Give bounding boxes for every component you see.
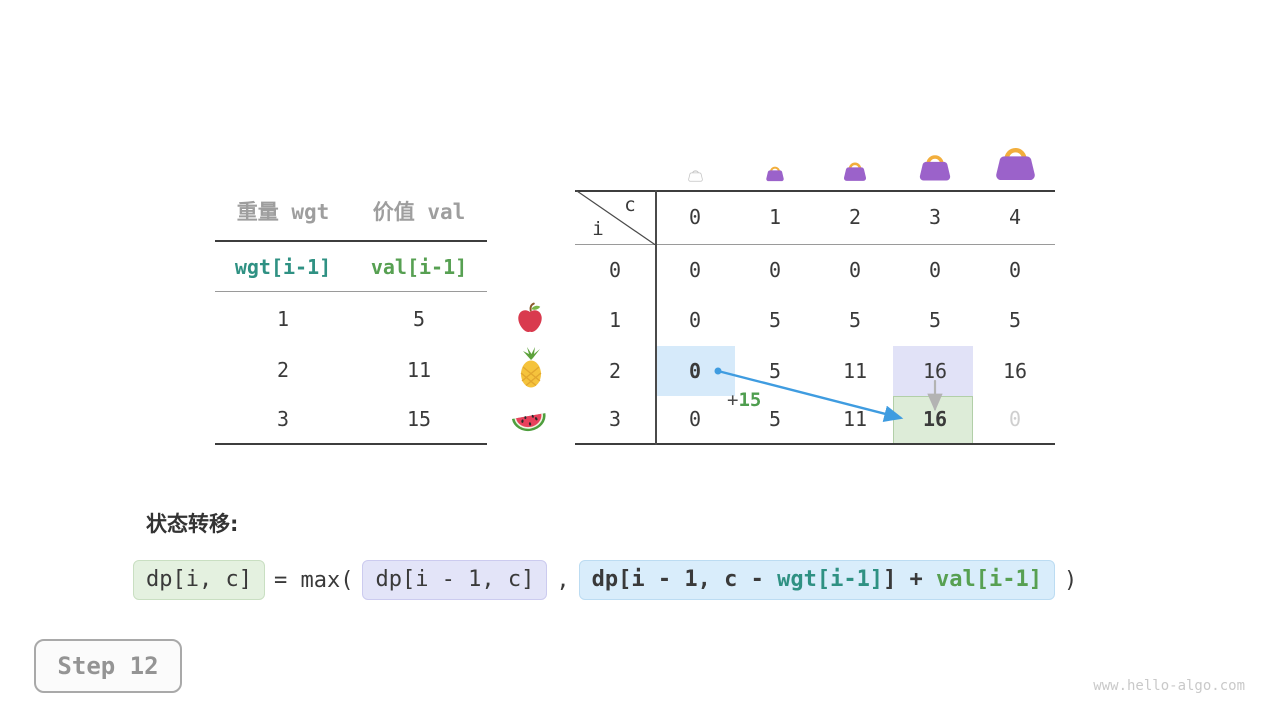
plus-sign: + — [727, 389, 739, 411]
dp-cell: 0 — [688, 258, 702, 282]
dp-table: c i 0 1 2 3 4 0 0 0 0 0 0 1 0 5 5 5 5 — [575, 190, 1055, 447]
option2-prefix: dp[i - 1, c - — [591, 567, 778, 592]
dp-cell: 0 — [1008, 258, 1022, 282]
bag-large-icon — [895, 118, 975, 186]
dp-cell: 0 — [688, 407, 702, 431]
added-value: 15 — [738, 389, 762, 411]
dp-cell-highlight-compare — [893, 346, 973, 396]
capacity-bags-row — [575, 118, 1055, 186]
bag-xlarge-icon — [975, 118, 1055, 186]
bag-small-icon — [735, 118, 815, 186]
dp-table-bottom-border — [575, 443, 1055, 445]
item-3-value: 15 — [406, 407, 432, 431]
items-table-header: 重量 wgt 价值 val — [215, 190, 487, 240]
dp-cell-target: 16 — [922, 407, 948, 431]
dp-cell-pending: 0 — [1008, 407, 1022, 431]
dp-cell: 5 — [848, 308, 862, 332]
dp-cell: 16 — [1002, 359, 1028, 383]
item-row-1: 1 5 — [215, 294, 487, 344]
dp-cell: 5 — [928, 308, 942, 332]
corner-diagonal-line — [575, 190, 656, 245]
bag-slot-label — [575, 118, 655, 186]
formula-comma: , — [556, 567, 570, 593]
value-column-header: 价值 val — [372, 200, 466, 224]
bag-medium-icon — [815, 118, 895, 186]
formula-lhs-chip: dp[i, c] — [133, 560, 265, 600]
dp-cell: 11 — [842, 407, 868, 431]
wgt-formula-cell: wgt[i-1] — [234, 255, 332, 279]
dp-header-row: 0 1 2 3 4 — [575, 190, 1055, 245]
step-label: Step 12 — [57, 652, 159, 680]
weight-column-header: 重量 wgt — [236, 200, 330, 224]
apple-icon — [514, 301, 546, 334]
step-badge: Step 12 — [34, 639, 182, 693]
item-row-2: 2 11 — [215, 344, 487, 396]
item-row-3: 3 15 — [215, 396, 487, 443]
item-2-weight: 2 — [276, 358, 290, 382]
dp-table-header-divider — [575, 244, 1055, 245]
dp-table-label-divider — [655, 190, 657, 445]
items-table-formula-row: wgt[i-1] val[i-1] — [215, 244, 487, 290]
dp-row-header: 0 — [608, 258, 622, 282]
formula-close-paren: ) — [1064, 567, 1078, 593]
dp-cell-source: 0 — [688, 359, 702, 383]
corner-spacer — [575, 190, 655, 245]
dp-cell: 0 — [688, 308, 702, 332]
formula-option1-chip: dp[i - 1, c] — [362, 560, 548, 600]
option2-val-term: val[i-1] — [936, 567, 1043, 592]
dp-col-header: 0 — [688, 205, 702, 229]
transition-value-label: +15 — [727, 388, 761, 412]
option2-mid: ] + — [883, 567, 937, 592]
bag-empty-icon — [655, 118, 735, 186]
dp-row-header: 2 — [608, 359, 622, 383]
dp-row-1: 1 0 5 5 5 5 — [575, 295, 1055, 346]
pineapple-icon — [516, 346, 546, 389]
dp-cell: 5 — [1008, 308, 1022, 332]
dp-cell: 0 — [928, 258, 942, 282]
divider — [215, 240, 487, 242]
formula-option2-chip: dp[i - 1, c - wgt[i-1]] + val[i-1] — [578, 560, 1056, 600]
divider — [215, 443, 487, 445]
dp-table-top-border — [575, 190, 1055, 192]
option2-wgt-term: wgt[i-1] — [777, 567, 884, 592]
items-table: 重量 wgt 价值 val wgt[i-1] val[i-1] 1 5 2 11… — [215, 190, 487, 446]
dp-cell: 0 — [848, 258, 862, 282]
formula-operator: = max( — [273, 567, 354, 593]
dp-row-header: 1 — [608, 308, 622, 332]
dp-row-3: 3 0 5 11 16 0 — [575, 396, 1055, 443]
divider — [215, 291, 487, 292]
val-formula-cell: val[i-1] — [370, 255, 468, 279]
corner-col-var: c — [624, 194, 636, 216]
dp-col-header: 3 — [928, 205, 942, 229]
dp-row-header: 3 — [608, 407, 622, 431]
dp-cell-compare: 16 — [922, 359, 948, 383]
dp-col-header: 2 — [848, 205, 862, 229]
dp-col-header: 1 — [768, 205, 782, 229]
dp-row-2: 2 0 5 11 16 16 — [575, 346, 1055, 396]
item-1-weight: 1 — [276, 307, 290, 331]
transition-formula: dp[i, c] = max( dp[i - 1, c] , dp[i - 1,… — [133, 560, 1077, 600]
dp-col-header: 4 — [1008, 205, 1022, 229]
corner-row-var: i — [592, 218, 604, 240]
watermelon-icon — [509, 404, 549, 434]
item-1-value: 5 — [412, 307, 426, 331]
state-transition-heading: 状态转移: — [146, 512, 239, 536]
item-3-weight: 3 — [276, 407, 290, 431]
site-watermark: www.hello-algo.com — [1093, 678, 1245, 694]
dp-row-0: 0 0 0 0 0 0 — [575, 245, 1055, 295]
item-2-value: 11 — [406, 358, 432, 382]
dp-cell: 5 — [768, 308, 782, 332]
dp-cell: 11 — [842, 359, 868, 383]
dp-cell: 0 — [768, 258, 782, 282]
